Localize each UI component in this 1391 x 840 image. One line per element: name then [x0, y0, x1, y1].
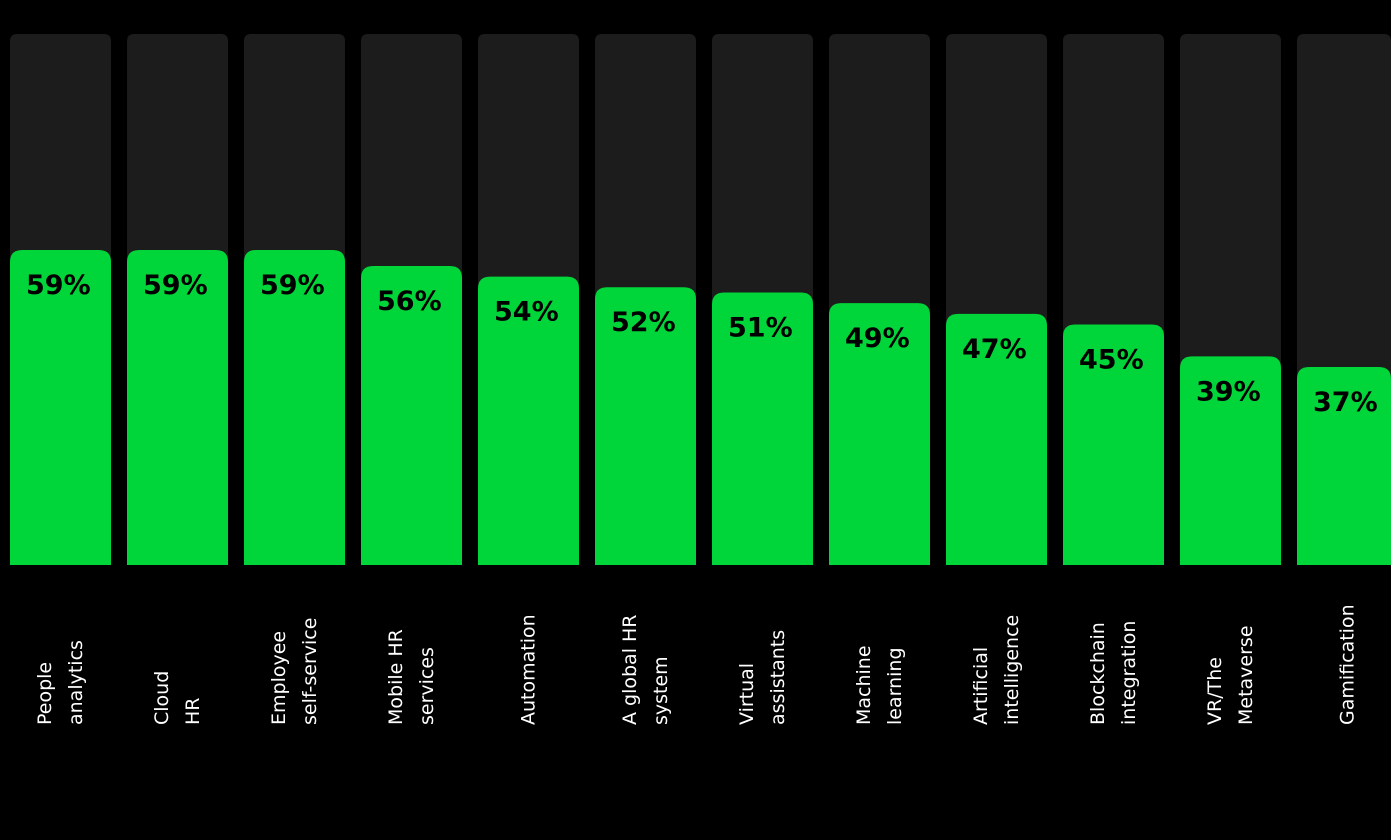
category-label: Gamification: [1337, 604, 1359, 725]
value-label: 59%: [143, 270, 208, 301]
category-label: Blockchain: [1087, 622, 1109, 725]
value-label: 59%: [26, 270, 91, 301]
category-label: self-service: [299, 618, 321, 725]
category-label: analytics: [65, 640, 87, 725]
category-label: intelligence: [1001, 615, 1023, 725]
category-label: Virtual: [736, 663, 758, 725]
bar: [829, 303, 930, 565]
value-label: 51%: [728, 313, 793, 344]
category-label: services: [416, 647, 438, 725]
value-label: 49%: [845, 323, 910, 354]
bar: [1063, 324, 1164, 565]
category-labels: People analytics Cloud HR Employee self-servi…: [34, 604, 1359, 725]
value-label: 54%: [494, 297, 559, 328]
category-label: Cloud: [151, 671, 173, 725]
category-label: assistants: [767, 630, 789, 725]
category-label: VR/The: [1204, 657, 1226, 725]
value-label: 45%: [1079, 344, 1144, 375]
value-label: 39%: [1196, 376, 1261, 407]
bar: [946, 313, 1047, 565]
value-label: 37%: [1313, 387, 1378, 418]
category-label: Employee: [268, 631, 290, 725]
bar: [1180, 356, 1281, 565]
category-label: HR: [182, 698, 204, 726]
category-label: Automation: [518, 614, 540, 725]
bars: [10, 250, 1391, 565]
bar: [712, 292, 813, 565]
bar: [478, 276, 579, 565]
bar: [244, 250, 345, 565]
category-label: Machine: [853, 645, 875, 725]
bar: [127, 250, 228, 565]
category-label: learning: [884, 647, 906, 725]
category-label: Artificial: [970, 647, 992, 725]
category-label: Metaverse: [1235, 625, 1257, 725]
bar: [361, 265, 462, 565]
category-label: Mobile HR: [385, 629, 407, 725]
bar: [1297, 366, 1391, 565]
category-label: People: [34, 662, 56, 725]
value-label: 52%: [611, 307, 676, 338]
category-label: integration: [1118, 621, 1140, 725]
value-label: 59%: [260, 270, 325, 301]
value-label: 47%: [962, 334, 1027, 365]
bar: [10, 250, 111, 565]
value-labels: 59% 59% 59% 56% 54% 52% 51% 49% 47% 45% 39% 37%: [26, 270, 1378, 418]
category-label: system: [650, 656, 672, 725]
category-label: A global HR: [619, 614, 641, 725]
value-label: 56%: [377, 286, 442, 317]
bar: [595, 287, 696, 565]
